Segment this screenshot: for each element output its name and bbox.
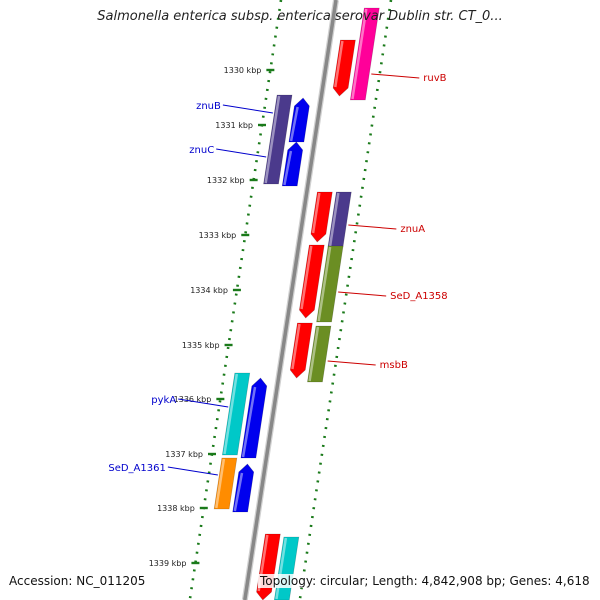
cds-shape-1[interactable] (310, 191, 333, 243)
gene-shape-15[interactable] (213, 457, 238, 510)
gene-feature[interactable] (213, 457, 238, 510)
leader-line (348, 224, 397, 230)
tick-label: 1337 kbp (165, 450, 203, 459)
feature-highlight (317, 246, 332, 322)
leader-line (167, 466, 218, 476)
tick-label: 1335 kbp (182, 341, 220, 350)
tick-label: 1336 kbp (174, 395, 212, 404)
gene-label-znuA[interactable]: znuA (348, 224, 425, 235)
feature-highlight (241, 386, 257, 458)
gene-label-SeD_A1358[interactable]: SeD_A1358 (338, 291, 448, 302)
cds-feature[interactable] (240, 377, 268, 459)
feature-highlight (233, 472, 244, 512)
tick-label: 1333 kbp (199, 231, 237, 240)
features-layer (213, 7, 380, 600)
gene-label-msbB[interactable]: msbB (327, 360, 408, 371)
tick-label: 1332 kbp (207, 176, 245, 185)
gene-shape-14[interactable] (221, 372, 251, 456)
cds-shape-6[interactable] (240, 377, 268, 459)
cds-shape-0[interactable] (332, 39, 356, 97)
summary-text: Topology: circular; Length: 4,842,908 bp… (258, 574, 592, 588)
gene-label-text[interactable]: SeD_A1358 (390, 291, 448, 302)
gene-shape-11[interactable] (316, 245, 344, 323)
tick-label: 1330 kbp (224, 66, 262, 75)
feature-highlight (351, 8, 368, 100)
map-title: Salmonella enterica subsp. enterica sero… (97, 9, 503, 24)
gene-shape-12[interactable] (307, 325, 332, 383)
gene-label-pykA[interactable]: pykA (151, 395, 229, 408)
gene-labels-layer: ruvB znuA SeD_A1358 msbB znuB znuC pykA SeD_A13… (108, 73, 448, 476)
cds-feature[interactable] (281, 141, 304, 187)
leader-line (338, 291, 387, 297)
cds-shape-2[interactable] (299, 244, 325, 319)
gene-feature[interactable] (307, 325, 332, 383)
feature-highlight (289, 106, 299, 142)
tick-label: 1339 kbp (149, 559, 187, 568)
gene-label-SeD_A1361[interactable]: SeD_A1361 (108, 463, 218, 476)
leader-line (216, 148, 267, 158)
feature-highlight (283, 150, 293, 186)
cds-feature[interactable] (289, 322, 313, 379)
gene-label-text[interactable]: znuB (196, 101, 221, 112)
gene-label-text[interactable]: SeD_A1361 (108, 463, 166, 474)
cds-feature[interactable] (232, 463, 255, 513)
leader-line (327, 360, 376, 366)
gene-feature[interactable] (349, 7, 380, 101)
ruler-dots-left (188, 0, 283, 600)
backbone (241, 0, 339, 600)
cds-feature[interactable] (310, 191, 333, 243)
cds-feature[interactable] (299, 244, 325, 319)
gene-label-text[interactable]: ruvB (423, 73, 446, 84)
gene-label-text[interactable]: pykA (151, 395, 176, 406)
cds-shape-3[interactable] (289, 322, 313, 379)
feature-highlight (291, 323, 301, 370)
leader-line (371, 73, 420, 79)
feature-highlight (311, 192, 321, 234)
gene-label-text[interactable]: znuA (400, 224, 425, 235)
feature-highlight (328, 192, 340, 247)
gene-feature[interactable] (327, 191, 352, 248)
cds-shape-7[interactable] (232, 463, 255, 513)
gene-shape-9[interactable] (349, 7, 380, 101)
gene-label-znuB[interactable]: znuB (196, 101, 273, 114)
gene-feature[interactable] (263, 94, 293, 185)
tick-label: 1338 kbp (157, 504, 195, 513)
accession-text: Accession: NC_011205 (7, 574, 148, 588)
backbone-line (243, 0, 338, 600)
gene-feature[interactable] (316, 245, 344, 323)
tick-label: 1334 kbp (190, 286, 228, 295)
feature-highlight (264, 95, 281, 184)
feature-highlight (308, 326, 320, 382)
tick-label: 1331 kbp (215, 121, 253, 130)
leader-line (222, 104, 273, 114)
gene-label-text[interactable]: znuC (189, 145, 214, 156)
ticks-layer: 1330 kbp 1331 kbp 1332 kbp 1333 kbp 1334 kbp… (149, 66, 275, 568)
ruler-dots-right (298, 0, 393, 600)
cds-feature[interactable] (332, 39, 356, 97)
feature-highlight (334, 40, 344, 88)
feature-highlight (223, 373, 239, 455)
feature-highlight (275, 537, 288, 600)
ruler-dots (188, 0, 393, 600)
cds-feature[interactable] (288, 97, 310, 143)
gene-feature[interactable] (221, 372, 251, 456)
gene-shape-13[interactable] (263, 94, 293, 185)
feature-highlight (300, 245, 313, 310)
gene-label-ruvB[interactable]: ruvB (371, 73, 447, 84)
feature-highlight (215, 458, 226, 509)
leader-line (178, 398, 229, 408)
gene-label-znuC[interactable]: znuC (189, 145, 267, 158)
gene-label-text[interactable]: msbB (380, 360, 408, 371)
cds-shape-5[interactable] (281, 141, 304, 187)
